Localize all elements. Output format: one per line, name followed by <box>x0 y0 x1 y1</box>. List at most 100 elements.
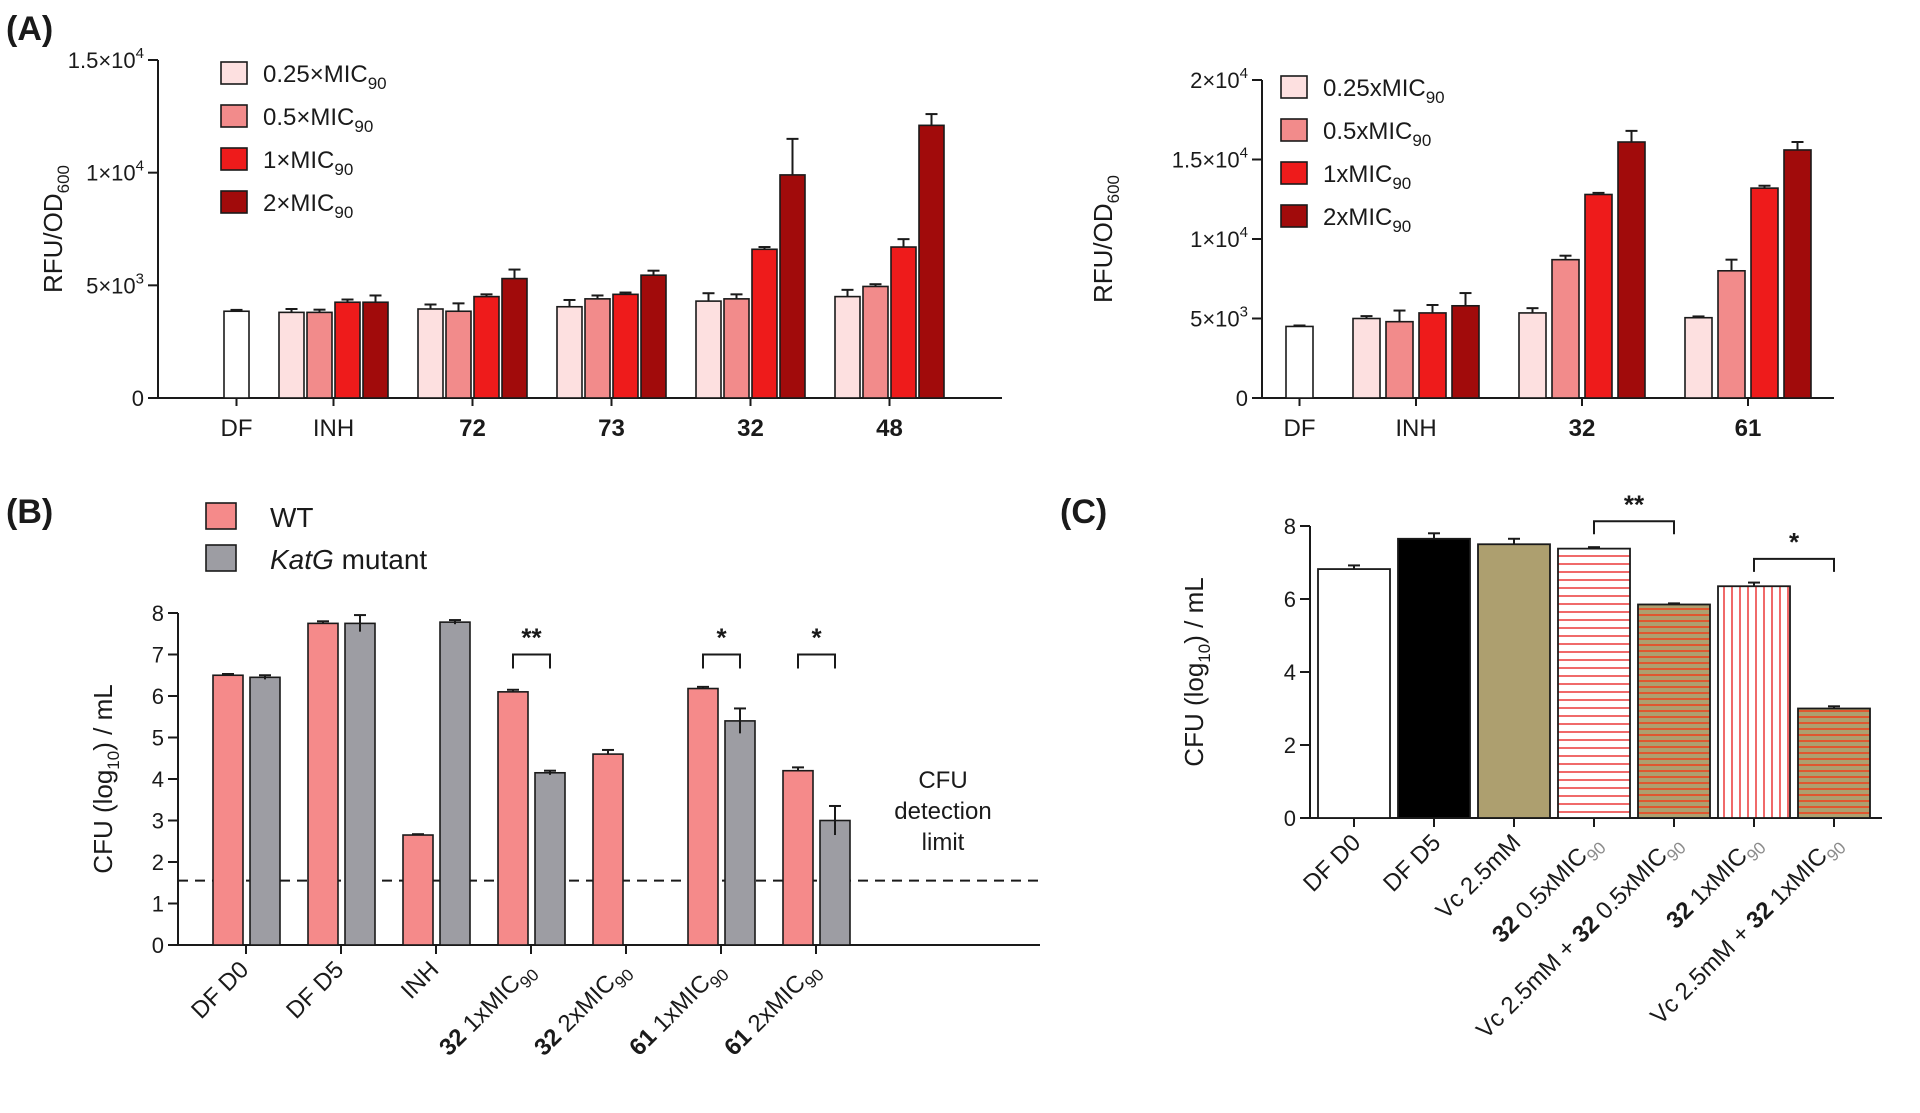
undefined-legend-label-3: 2xMIC90 <box>1323 204 1411 236</box>
c-ytick-label-2: 4 <box>1284 660 1296 685</box>
c-ytick-label-4: 8 <box>1284 514 1296 539</box>
undefined-ytick-label-0: 0 <box>1236 386 1248 411</box>
b-ytick-label-1: 1 <box>152 892 164 917</box>
undefined-bar-3-0 <box>1684 316 1713 399</box>
c-bar-4 <box>1637 603 1711 819</box>
undefined-bar-0-0 <box>1285 325 1314 399</box>
undefined-ytick-label-2: 1×104 <box>86 158 144 186</box>
undefined-xlabel-1: INH <box>1395 415 1436 442</box>
b-xlabel-3: 32 1xMIC90 <box>434 956 543 1065</box>
undefined-xlabel-2: 72 <box>459 415 486 442</box>
undefined-xlabel-3: 61 <box>1735 415 1762 442</box>
undefined-ytick-label-1: 5×103 <box>86 270 144 298</box>
undefined-bar-2-1 <box>1551 258 1580 399</box>
c-sig-bracket-1 <box>1753 557 1835 572</box>
undefined-legend-swatch-2 <box>1280 161 1308 185</box>
b-bar-katg-5 <box>724 720 756 946</box>
b-xlabel-4: 32 2xMIC90 <box>529 956 638 1065</box>
b-ylabel: CFU (log10) / mL <box>88 684 123 873</box>
c-bar-1 <box>1397 537 1471 819</box>
b-legend-swatch-0 <box>205 502 237 530</box>
undefined-xlabel-0: DF <box>221 415 253 442</box>
undefined-legend-label-1: 0.5×MIC90 <box>263 104 373 136</box>
c-bar-3 <box>1557 547 1631 819</box>
undefined-ytick-label-0: 0 <box>132 386 144 411</box>
undefined-legend-swatch-1 <box>220 104 248 128</box>
b-sig-bracket-3 <box>512 653 551 669</box>
undefined-bar-3-1 <box>584 298 611 399</box>
undefined-bar-1-1 <box>1385 320 1414 399</box>
c-ytick-label-1: 2 <box>1284 733 1296 758</box>
undefined-bar-1-2 <box>334 301 361 399</box>
b-sig-label-5: * <box>716 623 727 653</box>
undefined-ytick-label-1: 5×103 <box>1190 304 1248 332</box>
b-ytick-label-0: 0 <box>152 933 164 958</box>
b-bar-wt-5 <box>687 687 719 946</box>
undefined-legend-swatch-1 <box>1280 118 1308 142</box>
undefined-ytick-label-4: 2×104 <box>1190 65 1248 93</box>
undefined-ytick-label-3: 1.5×104 <box>1172 145 1248 173</box>
undefined-bar-2-3 <box>501 277 528 399</box>
undefined-bar-3-2 <box>1750 187 1779 399</box>
b-sig-bracket-5 <box>702 653 741 669</box>
b-xlabel-6: 61 2xMIC90 <box>719 956 828 1065</box>
b-ytick-label-5: 5 <box>152 726 164 751</box>
b-sig-label-6: * <box>811 623 822 653</box>
b-sig-label-3: ** <box>521 623 542 653</box>
undefined-legend-swatch-3 <box>1280 204 1308 228</box>
chart-b: 0 1 2 3 4 5 6 7 8 CFU (log10) / mL CFU detection lim… <box>88 502 1040 1065</box>
undefined-bar-0-0 <box>223 310 250 399</box>
undefined-bar-4-3 <box>779 174 806 399</box>
undefined-bar-2-0 <box>417 308 444 399</box>
b-ytick-label-8: 8 <box>152 601 164 626</box>
b-xlabel-1: DF D5 <box>281 956 349 1024</box>
b-bar-wt-6 <box>782 769 814 946</box>
c-xlabel-0: DF D0 <box>1298 829 1366 897</box>
b-bar-katg-3 <box>534 771 566 946</box>
b-legend-swatch-1 <box>205 544 237 572</box>
undefined-bar-4-2 <box>751 248 778 399</box>
b-detection-label-0: CFU <box>918 767 967 794</box>
undefined-bar-5-2 <box>890 246 917 399</box>
b-detection-label-1: detection <box>894 798 991 825</box>
undefined-bar-2-0 <box>1518 312 1547 399</box>
b-sig-bracket-6 <box>797 653 836 669</box>
undefined-bar-1-0 <box>278 311 305 399</box>
c-sig-label-0: ** <box>1624 489 1645 519</box>
undefined-bar-3-3 <box>1783 149 1812 399</box>
undefined-bar-3-0 <box>556 305 583 399</box>
panel-label-a: (A) <box>6 10 53 48</box>
c-ylabel: CFU (log10) / mL <box>1179 577 1214 766</box>
undefined-bar-4-0 <box>695 300 722 399</box>
undefined-bar-2-3 <box>1617 141 1646 399</box>
undefined-legend-label-0: 0.25×MIC90 <box>263 61 387 93</box>
c-bar-6 <box>1797 707 1871 819</box>
undefined-bar-3-3 <box>640 274 667 399</box>
undefined-xlabel-2: 32 <box>1569 415 1596 442</box>
undefined-legend-label-0: 0.25xMIC90 <box>1323 75 1445 107</box>
undefined-ytick-label-2: 1×104 <box>1190 224 1248 252</box>
b-xlabel-0: DF D0 <box>186 956 254 1024</box>
undefined-bar-4-1 <box>723 298 750 399</box>
undefined-bar-2-1 <box>445 310 472 399</box>
undefined-xlabel-4: 32 <box>737 415 764 442</box>
b-ytick-label-7: 7 <box>152 643 164 668</box>
b-ytick-label-2: 2 <box>152 850 164 875</box>
b-bar-wt-3 <box>497 691 529 946</box>
c-sig-bracket-0 <box>1593 520 1675 535</box>
b-bar-wt-0 <box>212 674 244 946</box>
panel-label-b: (B) <box>6 493 53 531</box>
undefined-xlabel-3: 73 <box>598 415 625 442</box>
c-bar-5 <box>1717 585 1791 819</box>
undefined-bar-2-2 <box>1584 193 1613 399</box>
undefined-bar-1-2 <box>1418 312 1447 399</box>
undefined-legend-label-2: 1xMIC90 <box>1323 161 1411 193</box>
c-bar-0 <box>1317 568 1391 819</box>
undefined-xlabel-5: 48 <box>876 415 903 442</box>
c-bar-2 <box>1477 543 1551 819</box>
b-legend-label-0: WT <box>270 502 314 533</box>
b-bar-wt-4 <box>592 753 624 946</box>
undefined-legend-label-3: 2×MIC90 <box>263 190 353 222</box>
